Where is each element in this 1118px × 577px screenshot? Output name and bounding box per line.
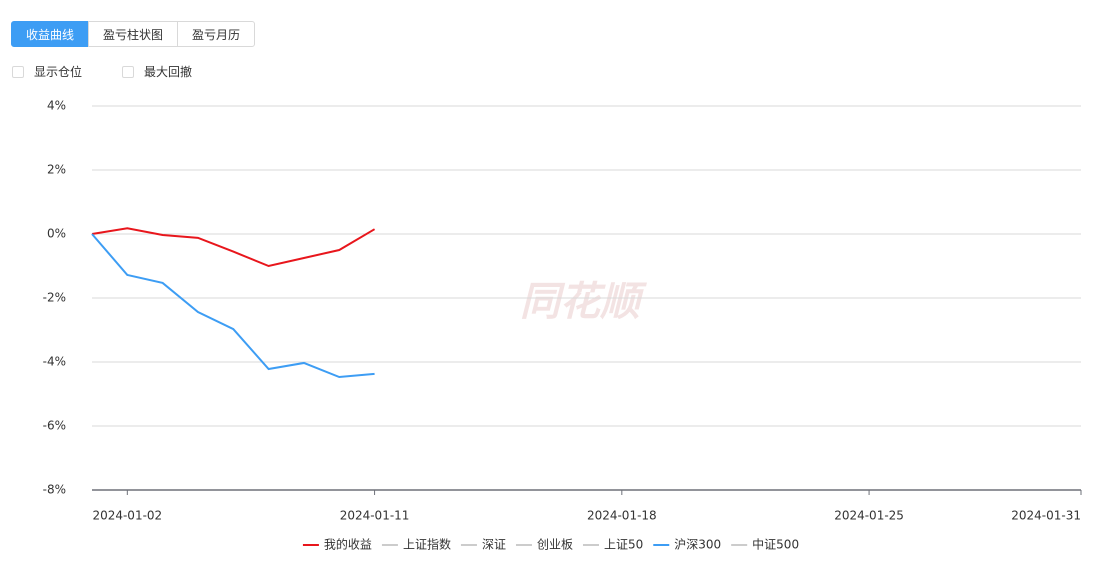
checkbox-box[interactable] bbox=[12, 65, 24, 78]
legend-label: 深证 bbox=[482, 538, 506, 552]
y-tick-label: 4% bbox=[47, 99, 66, 113]
legend-item[interactable]: 沪深300 bbox=[653, 538, 721, 552]
watermark: 同花顺 bbox=[520, 279, 647, 325]
legend-label: 中证500 bbox=[752, 537, 799, 552]
legend-item[interactable]: 上证指数 bbox=[381, 537, 451, 552]
checkbox-label: 最大回撤 bbox=[144, 65, 193, 79]
y-tick-label: 0% bbox=[47, 227, 66, 241]
legend-label: 沪深300 bbox=[674, 538, 721, 552]
legend-item[interactable]: 深证 bbox=[460, 538, 506, 552]
tab[interactable]: 收益曲线 bbox=[11, 21, 90, 47]
legend-label: 上证指数 bbox=[403, 537, 451, 552]
x-tick-label: 2024-01-11 bbox=[340, 509, 410, 523]
checkbox-box[interactable] bbox=[122, 65, 134, 78]
y-tick-label: 2% bbox=[47, 163, 66, 177]
y-tick-label: -6% bbox=[43, 419, 66, 433]
legend: 我的收益 上证指数 深证 创业板 上证50 沪深300 中证500 bbox=[302, 537, 799, 552]
legend-item[interactable]: 我的收益 bbox=[302, 537, 372, 552]
legend-label: 上证50 bbox=[604, 538, 643, 552]
checkbox[interactable]: 显示仓位 bbox=[12, 63, 82, 80]
x-tick-label: 2024-01-31 bbox=[1011, 509, 1081, 523]
legend-label: 创业板 bbox=[537, 538, 573, 552]
checkbox[interactable]: 最大回撤 bbox=[122, 63, 192, 80]
x-tick-label: 2024-01-18 bbox=[587, 509, 657, 523]
y-tick-label: -2% bbox=[43, 291, 66, 305]
checkbox-label: 显示仓位 bbox=[34, 65, 83, 79]
x-tick-label: 2024-01-02 bbox=[92, 509, 162, 523]
tab[interactable]: 盈亏月历 bbox=[177, 21, 256, 47]
tabs: 收益曲线 盈亏柱状图 盈亏月历 bbox=[11, 21, 256, 47]
legend-label: 我的收益 bbox=[324, 537, 372, 552]
y-tick-label: -4% bbox=[43, 355, 66, 369]
series-line bbox=[91, 233, 375, 379]
series-line bbox=[91, 227, 376, 268]
y-tick-label: -8% bbox=[43, 483, 66, 497]
legend-item[interactable]: 中证500 bbox=[731, 537, 799, 552]
legend-item[interactable]: 创业板 bbox=[515, 538, 573, 552]
x-tick-label: 2024-01-25 bbox=[834, 509, 904, 523]
legend-item[interactable]: 上证50 bbox=[582, 538, 643, 552]
